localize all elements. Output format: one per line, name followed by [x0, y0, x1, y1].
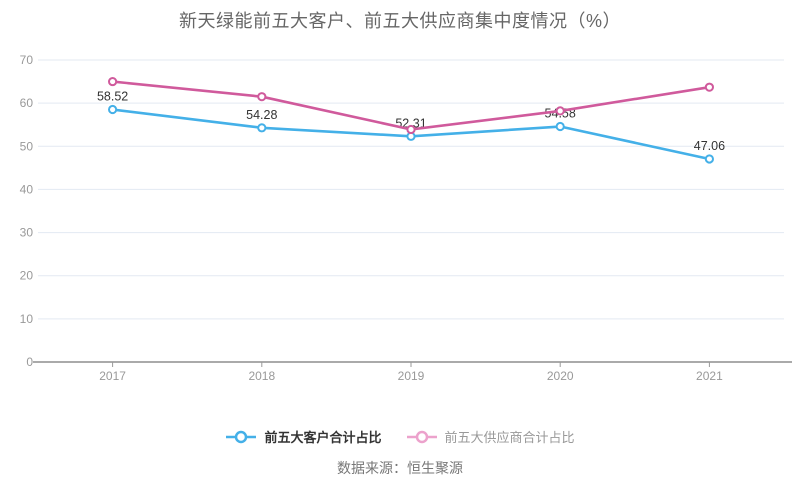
x-axis-ticks: [112, 362, 710, 367]
chart-title: 新天绿能前五大客户、前五大供应商集中度情况（%）: [178, 11, 621, 31]
svg-text:0: 0: [26, 355, 33, 369]
svg-text:50: 50: [20, 139, 34, 153]
customer-series-legend-icon: [226, 430, 257, 443]
data-point[interactable]: [108, 76, 118, 87]
data-point[interactable]: [555, 121, 565, 132]
series-suppliers: [108, 76, 715, 135]
svg-text:2020: 2020: [547, 369, 574, 383]
svg-text:20: 20: [20, 269, 34, 283]
data-point[interactable]: [555, 106, 565, 116]
series-customers: [108, 104, 715, 164]
supplier-series-legend-icon: [406, 430, 437, 443]
svg-text:2018: 2018: [248, 369, 275, 383]
gridlines: [38, 59, 784, 320]
svg-text:2021: 2021: [696, 369, 723, 383]
data-point[interactable]: [108, 104, 118, 115]
svg-text:10: 10: [20, 312, 34, 326]
svg-text:58.52: 58.52: [97, 90, 128, 104]
data-point[interactable]: [257, 123, 267, 133]
svg-text:47.06: 47.06: [694, 139, 725, 153]
svg-text:40: 40: [20, 182, 34, 196]
svg-text:2019: 2019: [398, 369, 425, 383]
svg-text:30: 30: [20, 226, 34, 240]
data-point[interactable]: [704, 154, 715, 164]
data-source-text: 数据来源：恒生聚源: [337, 460, 463, 476]
svg-text:60: 60: [20, 96, 34, 110]
svg-text:70: 70: [20, 53, 34, 67]
svg-text:54.28: 54.28: [246, 108, 277, 122]
svg-text:2017: 2017: [99, 369, 126, 383]
line-chart-canvas: 0 10 20 30 40 50 60 70 2017 2018 2019 2020 2021 58.52…: [20, 53, 792, 383]
x-axis-labels: 2017 2018 2019 2020 2021: [99, 369, 723, 383]
data-point[interactable]: [406, 124, 416, 135]
y-axis-labels: 0 10 20 30 40 50 60 70: [20, 53, 34, 369]
data-point[interactable]: [257, 92, 267, 102]
legend-item-customers[interactable]: 前五大客户合计占比: [225, 427, 382, 446]
legend-label-customers: 前五大客户合计占比: [264, 430, 382, 445]
data-point[interactable]: [704, 82, 715, 92]
legend-label-suppliers: 前五大供应商合计占比: [444, 430, 575, 445]
chart-legend: 前五大客户合计占比 前五大供应商合计占比: [0, 427, 800, 446]
legend-item-suppliers[interactable]: 前五大供应商合计占比: [406, 427, 575, 446]
